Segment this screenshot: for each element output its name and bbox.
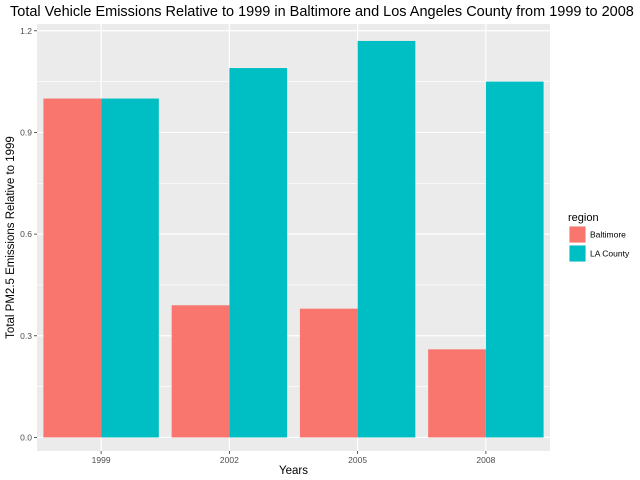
x-tick-label: 2008	[476, 455, 495, 465]
x-tick-label: 1999	[92, 455, 111, 465]
legend-label-baltimore: Baltimore	[590, 230, 626, 240]
y-tick-label: 0.6	[20, 229, 32, 239]
bar-la-county-2005	[357, 40, 416, 438]
bar-la-county-2008	[485, 81, 544, 438]
y-tick-label: 1.2	[20, 26, 32, 36]
chart-title: Total Vehicle Emissions Relative to 1999…	[10, 4, 634, 20]
legend-label-la-county: LA County	[590, 249, 630, 259]
legend-key-baltimore	[569, 226, 586, 243]
y-tick-label: 0.0	[20, 432, 32, 442]
legend-title: region	[568, 212, 599, 224]
y-tick-label: 0.3	[20, 331, 32, 341]
bar-la-county-1999	[101, 98, 159, 438]
legend: region Baltimore LA County	[568, 212, 630, 262]
x-tick-label: 2002	[220, 455, 239, 465]
bar-baltimore-2005	[299, 308, 358, 438]
y-tick-label: 0.9	[20, 127, 32, 137]
bars	[43, 40, 544, 438]
x-axis-title: Years	[279, 465, 308, 477]
legend-key-la-county	[569, 245, 586, 262]
bar-baltimore-1999	[43, 98, 102, 438]
bar-la-county-2002	[229, 68, 288, 438]
x-tick-label: 2005	[348, 455, 367, 465]
bar-baltimore-2002	[171, 305, 230, 438]
bar-baltimore-2008	[428, 349, 486, 438]
y-axis-title: Total PM2.5 Emissions Relative to 1999	[5, 136, 17, 339]
x-axis-ticks: 1999 2002 2005 2008	[92, 451, 496, 465]
y-axis-ticks: 0.0 0.3 0.6 0.9 1.2	[20, 26, 37, 442]
